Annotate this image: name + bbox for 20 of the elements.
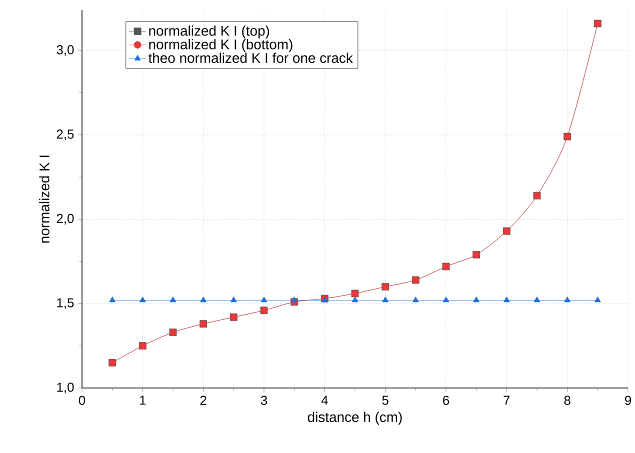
y-tick-label: 1,5 <box>57 298 74 309</box>
x-tick-label: 8 <box>564 396 570 405</box>
y-tick-label: 3,0 <box>56 45 74 56</box>
x-tick-label: 1 <box>140 396 146 405</box>
legend-label: normalized K I (bottom) <box>149 39 292 52</box>
x-tick-label: 2 <box>200 396 206 405</box>
legend-label: theo normalized K I for one crack <box>148 52 353 63</box>
x-tick-label: 6 <box>443 396 450 405</box>
x-tick-label: 5 <box>382 396 388 405</box>
legend-label: normalized K I (top) <box>149 26 270 39</box>
x-axis-title: distance h (cm) <box>308 412 402 425</box>
y-tick-label: 1,0 <box>57 382 74 394</box>
x-tick-label: 3 <box>260 396 268 405</box>
y-tick-label: 2,0 <box>56 214 74 225</box>
y-tick-label: 2,5 <box>56 130 74 140</box>
x-tick-label: 9 <box>625 396 631 405</box>
y-axis-title: normalized K I <box>39 156 50 243</box>
x-tick-label: 0 <box>78 396 86 405</box>
x-tick-label: 7 <box>504 396 510 405</box>
x-tick-label: 4 <box>321 396 328 405</box>
